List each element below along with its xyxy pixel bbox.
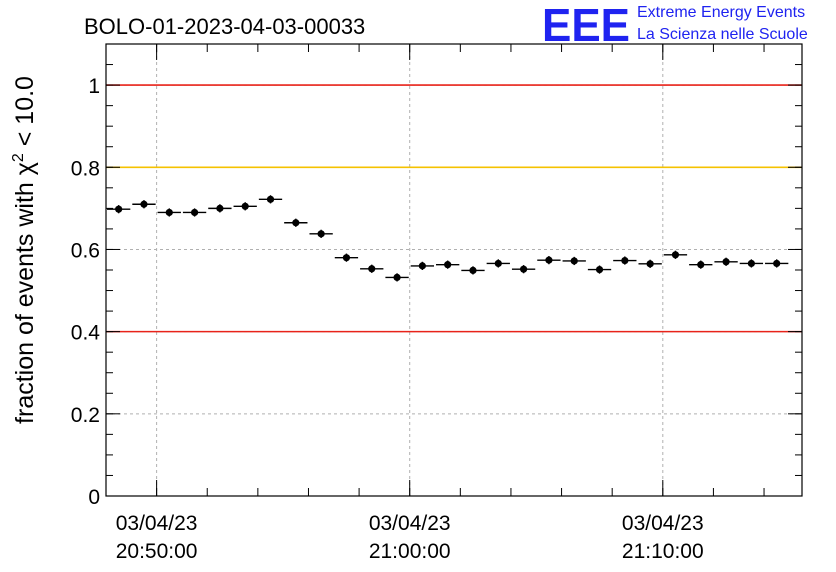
y-tick-label: 0.4 (71, 322, 101, 345)
data-marker (115, 205, 123, 213)
data-points (107, 195, 789, 282)
data-marker (646, 260, 654, 268)
data-marker (216, 204, 224, 212)
data-point (739, 259, 764, 268)
data-point (562, 256, 586, 266)
data-point (385, 273, 409, 282)
y-tick-label: 0.6 (71, 239, 100, 262)
data-point (107, 205, 131, 214)
logo-line2: La Scienza nelle Scuole (637, 26, 808, 43)
data-marker (595, 265, 604, 274)
data-point (663, 250, 688, 259)
data-marker (469, 266, 477, 275)
x-tick-date: 03/04/23 (116, 512, 198, 535)
x-tick-date: 03/04/23 (622, 512, 704, 535)
data-marker (342, 254, 351, 262)
grid (106, 44, 802, 496)
y-tick-label: 0 (88, 486, 100, 509)
data-marker (671, 251, 680, 259)
data-point (486, 259, 510, 268)
data-point (208, 204, 232, 213)
y-axis-label: fraction of events with χ2 < 10.0 (10, 76, 39, 424)
data-point (334, 253, 359, 262)
y-tick-label: 0.8 (71, 157, 100, 180)
y-axis-label-suffix: < 10.0 (11, 76, 39, 153)
data-point (587, 265, 612, 274)
data-point (360, 264, 384, 273)
data-marker (545, 256, 553, 264)
data-marker (317, 230, 325, 238)
y-tick-label: 0.2 (71, 404, 100, 427)
data-marker (368, 265, 376, 273)
data-point (233, 202, 257, 211)
logo-line1: Extreme Energy Events (637, 4, 805, 21)
data-marker (697, 261, 705, 269)
data-marker (418, 262, 426, 270)
data-marker (747, 259, 755, 268)
data-point (132, 200, 156, 209)
data-point (182, 208, 207, 217)
axis-ticks (105, 43, 802, 497)
data-marker (773, 259, 781, 268)
data-marker (140, 200, 148, 208)
data-marker (570, 257, 578, 265)
data-marker (444, 261, 452, 269)
data-point (511, 265, 536, 274)
data-marker (722, 258, 730, 266)
data-point (537, 256, 561, 265)
data-marker (520, 265, 528, 273)
data-marker (494, 259, 502, 268)
x-tick-time: 21:00:00 (369, 540, 451, 563)
x-tick-time: 21:10:00 (622, 540, 704, 563)
data-point (284, 218, 308, 227)
data-point (461, 266, 485, 275)
data-marker (393, 273, 401, 281)
data-point (157, 208, 181, 217)
y-tick-label: 1 (88, 75, 100, 98)
reference-lines (106, 84, 802, 333)
data-point (613, 256, 637, 265)
eee-logo: EEE Extreme Energy Events La Scienza nel… (542, 0, 808, 51)
data-point (309, 229, 333, 238)
logo-mark: EEE (542, 0, 630, 51)
data-marker (241, 202, 249, 210)
y-axis-label-sup: 2 (10, 153, 27, 162)
x-tick-time: 20:50:00 (116, 540, 198, 563)
data-point (410, 261, 435, 270)
data-marker (165, 208, 173, 217)
data-point (436, 260, 460, 269)
y-axis-label-symbol: χ (11, 162, 39, 175)
y-axis-label-prefix: fraction of events with (11, 175, 39, 424)
data-marker (621, 256, 629, 265)
data-point (689, 260, 713, 269)
data-marker (190, 208, 199, 217)
data-marker (266, 195, 275, 203)
data-point (714, 257, 738, 266)
plot-frame (105, 43, 803, 497)
data-point (638, 259, 662, 268)
data-point (765, 259, 789, 268)
data-point (258, 195, 283, 204)
x-tick-date: 03/04/23 (369, 512, 451, 535)
data-marker (292, 219, 300, 227)
tick-labels: 0 0.2 0.4 0.6 0.8 1 03/04/23 20:50:00 03/04/23 21… (71, 75, 704, 563)
chart-title: BOLO-01-2023-04-03-00033 (84, 14, 365, 39)
